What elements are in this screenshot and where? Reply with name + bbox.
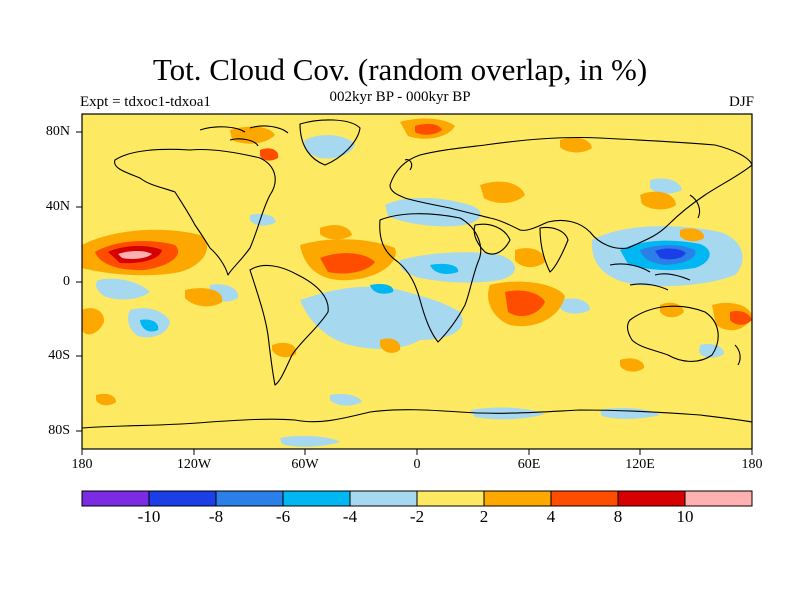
lat-tick-label: 0	[63, 274, 70, 289]
anomaly-patch	[399, 252, 515, 283]
anomaly-patch	[370, 283, 394, 294]
anomaly-patch	[730, 310, 752, 325]
colorbar-label: 8	[613, 507, 623, 526]
anomaly-patch	[415, 123, 442, 135]
anomaly-patch	[480, 181, 525, 203]
colorbar-box	[483, 490, 552, 507]
anomaly-patch	[650, 178, 682, 194]
anomaly-patch	[185, 288, 223, 307]
colorbar-box	[349, 490, 418, 507]
anomaly-patch	[304, 135, 355, 159]
anomaly-patch	[505, 290, 545, 317]
lat-tick-label: 40N	[45, 199, 70, 214]
anomaly-patch	[230, 126, 275, 144]
lon-tick-label: 60W	[291, 457, 319, 472]
coastline-africa	[379, 213, 482, 343]
coastline-australia	[627, 305, 719, 362]
lat-tick-label: 80N	[45, 124, 70, 139]
lon-tick-label: 120E	[625, 457, 655, 472]
anomaly-patch	[385, 197, 481, 227]
anomaly-patch	[320, 253, 375, 274]
anomaly-patch	[280, 435, 340, 447]
coastline-arctic-islands	[199, 125, 289, 147]
anomaly-patch	[82, 308, 105, 335]
coastline-antarctica	[82, 409, 752, 429]
chart-subtitle: 002kyr BP - 000kyr BP	[329, 89, 471, 105]
anomaly-patch	[680, 228, 705, 242]
coastline-arabia	[473, 223, 511, 255]
anomaly-patch	[330, 393, 362, 406]
coastlines	[82, 119, 752, 429]
anomaly-patch	[300, 286, 463, 349]
anomaly-patch	[96, 278, 150, 300]
coastline-japan	[689, 194, 701, 219]
anomaly-patch	[560, 137, 592, 153]
anomaly-patch	[96, 393, 116, 406]
coastline-uk	[404, 159, 413, 171]
anomaly-patch	[260, 148, 279, 161]
tick-marks	[76, 131, 753, 455]
colorbar-box	[617, 490, 686, 507]
anomaly-patch	[250, 213, 276, 226]
anomaly-patch	[620, 358, 645, 372]
anomaly-field	[82, 118, 752, 447]
colorbar-label: 2	[479, 507, 489, 526]
colorbar-box	[684, 490, 753, 507]
colorbar-label: 10	[676, 507, 694, 526]
coastline-india	[539, 226, 569, 273]
anomaly-patch	[430, 263, 459, 274]
season-label: DJF	[728, 94, 754, 110]
coastline-new-zealand	[734, 344, 741, 366]
colorbar-box	[550, 490, 619, 507]
colorbar	[81, 490, 753, 507]
anomaly-patch	[140, 319, 159, 332]
experiment-label: Expt = tdxoc1-tdxoa1	[80, 94, 211, 110]
lon-tick-label: 120W	[176, 457, 212, 472]
lon-tick-label: 180	[71, 457, 93, 472]
anomaly-patch	[655, 248, 686, 260]
colorbar-label: -6	[275, 507, 291, 526]
colorbar-label: -2	[409, 507, 425, 526]
anomaly-patch	[272, 342, 297, 358]
colorbar-box	[81, 490, 150, 507]
anomaly-patch	[640, 191, 676, 210]
colorbar-label: -4	[342, 507, 358, 526]
lon-tick-label: 60E	[517, 457, 541, 472]
anomaly-patch	[699, 344, 724, 358]
coastline-eurasia	[389, 136, 752, 249]
lon-tick-label: 180	[741, 457, 763, 472]
colorbar-box	[416, 490, 485, 507]
colorbar-label: 4	[546, 507, 556, 526]
coastline-greenland	[299, 119, 361, 166]
coastline-south-america	[249, 264, 329, 386]
lat-tick-label: 40S	[48, 348, 70, 363]
coastline-north-america	[114, 148, 276, 276]
anomaly-patch	[515, 248, 545, 268]
colorbar-label: -10	[137, 507, 161, 526]
colorbar-label: -8	[208, 507, 224, 526]
lat-tick-label: 80S	[48, 423, 70, 438]
anomaly-patch	[118, 251, 152, 259]
colorbar-box	[282, 490, 351, 507]
anomaly-patch	[560, 298, 590, 314]
lon-tick-label: 0	[413, 457, 421, 472]
coastline-indonesia	[609, 263, 691, 291]
anomaly-patch	[320, 225, 352, 240]
chart-title: Tot. Cloud Cov. (random overlap, in %)	[152, 52, 648, 87]
colorbar-box	[215, 490, 284, 507]
anomaly-patch	[380, 338, 401, 353]
colorbar-box	[148, 490, 217, 507]
